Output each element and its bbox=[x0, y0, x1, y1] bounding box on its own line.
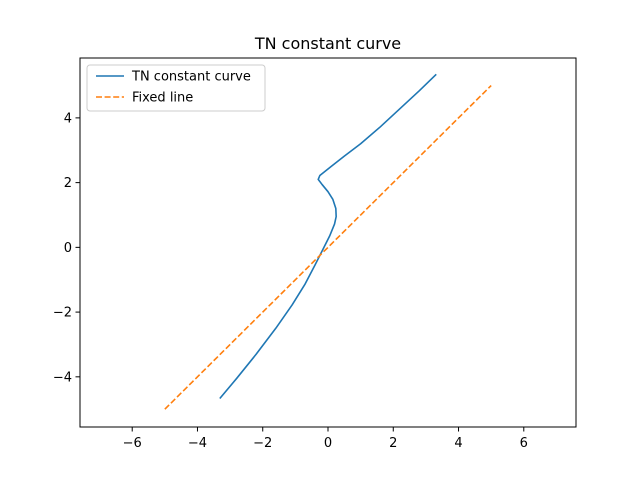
y-tick-label: 0 bbox=[64, 241, 72, 256]
series-line-1 bbox=[164, 84, 492, 410]
series-layer bbox=[164, 73, 492, 410]
x-tick-label: 2 bbox=[389, 436, 397, 451]
plot-area bbox=[79, 57, 577, 428]
legend-label-0: TN constant curve bbox=[131, 70, 251, 85]
x-tick-label: 4 bbox=[454, 436, 462, 451]
x-tick-label: −4 bbox=[188, 436, 207, 451]
x-tick-label: 6 bbox=[520, 436, 528, 451]
y-tick-label: 4 bbox=[64, 111, 72, 126]
x-axis: −6 −4 −2 0 2 4 6 bbox=[123, 427, 528, 451]
y-axis: −4 −2 0 2 4 bbox=[53, 111, 80, 385]
legend-label-1: Fixed line bbox=[132, 91, 193, 106]
legend-box bbox=[86, 64, 266, 112]
y-tick-label: 2 bbox=[64, 176, 72, 191]
legend: TN constant curve Fixed line bbox=[86, 64, 266, 112]
x-tick-label: −2 bbox=[253, 436, 272, 451]
x-tick-label: 0 bbox=[324, 436, 332, 451]
axes-background bbox=[80, 58, 576, 427]
series-line-0 bbox=[219, 73, 437, 399]
y-tick-label: −2 bbox=[53, 306, 72, 321]
chart-title: TN constant curve bbox=[254, 34, 401, 53]
y-tick-label: −4 bbox=[53, 370, 72, 385]
x-tick-label: −6 bbox=[123, 436, 142, 451]
